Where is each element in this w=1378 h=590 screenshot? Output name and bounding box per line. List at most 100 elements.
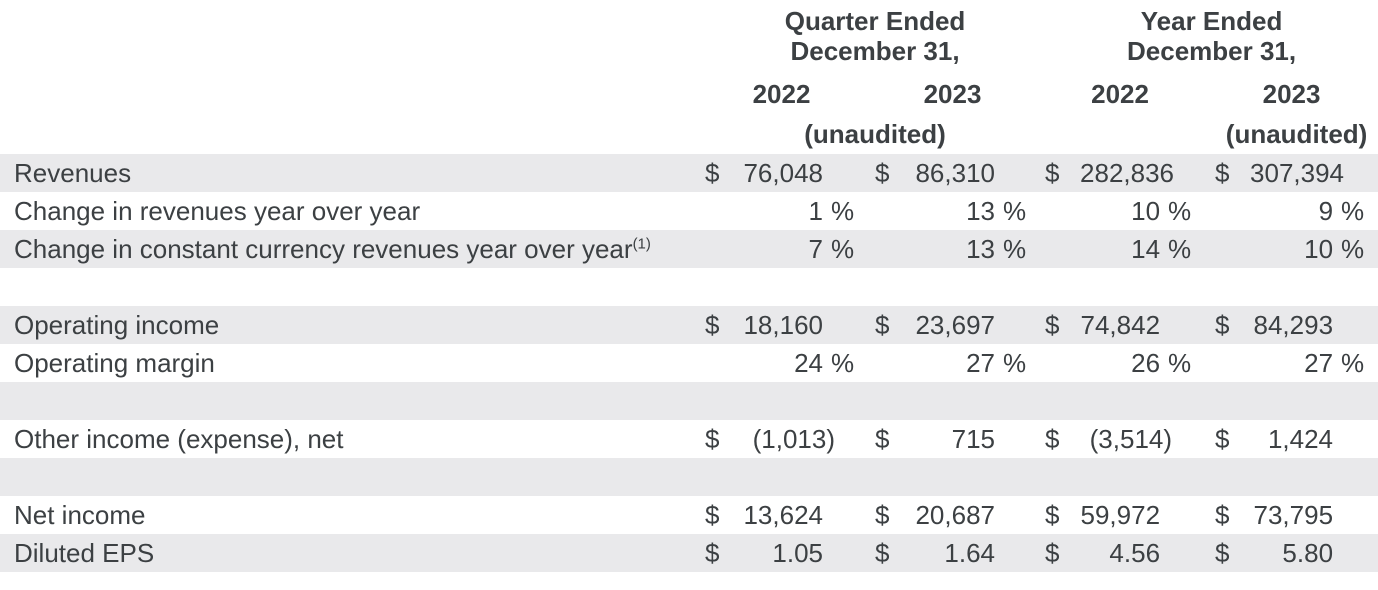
spacer-row (0, 268, 1378, 306)
year-2022-column-header: 2022 (1091, 78, 1149, 109)
currency-symbol (1045, 192, 1080, 230)
table-row: Net income $ 13,624 $ 20,687 $ 59,972 $ … (0, 496, 1378, 534)
value-cell-y2022: 10 (1131, 195, 1161, 226)
value-cell-q2023: 13 (966, 195, 995, 226)
value-cell-q2022: 1 (808, 195, 823, 226)
percent-symbol: % (831, 347, 855, 378)
value-cell-q2022: 18,160 (743, 309, 823, 340)
row-label: Revenues (14, 157, 132, 188)
value-cell-y2023: 10 (1304, 233, 1334, 264)
percent-symbol (1160, 496, 1215, 534)
unaudited-row: (unaudited) (unaudited) (0, 114, 1378, 154)
currency-symbol (1215, 268, 1250, 306)
percent-symbol (823, 154, 875, 192)
percent-symbol (1333, 268, 1378, 306)
value-cell-q2023: 86,310 (915, 157, 995, 188)
percent-symbol: % (1003, 347, 1027, 378)
currency-symbol: $ (1045, 423, 1060, 454)
value-cell-y2023 (1250, 382, 1333, 420)
row-label-cell: Other income (expense), net (0, 420, 705, 458)
percent-symbol: % (1168, 195, 1192, 226)
percent-symbol (1160, 534, 1215, 572)
value-cell-q2023: 20,687 (915, 499, 995, 530)
currency-symbol: $ (705, 537, 720, 568)
percent-symbol (995, 458, 1045, 496)
value-cell-y2022: (3,514) (1089, 423, 1173, 454)
table-row: Change in constant currency revenues yea… (0, 230, 1378, 268)
percent-symbol (823, 496, 875, 534)
percent-symbol (1333, 496, 1378, 534)
value-cell-y2022 (1080, 268, 1160, 306)
percent-symbol: % (1003, 195, 1027, 226)
percent-symbol (1160, 268, 1215, 306)
row-label-cell: Operating income (0, 306, 705, 344)
value-cell-y2022: 74,842 (1080, 309, 1161, 340)
row-label-cell (0, 268, 705, 306)
value-cell-q2022: 7 (808, 233, 823, 264)
currency-symbol (1215, 382, 1250, 420)
value-cell-y2023: 73,795 (1253, 499, 1334, 530)
currency-symbol: $ (705, 309, 720, 340)
currency-symbol: $ (875, 537, 890, 568)
value-cell-y2022: 4.56 (1109, 537, 1161, 568)
currency-symbol: $ (1215, 537, 1230, 568)
value-cell-y2023: 27 (1304, 347, 1334, 378)
currency-symbol (875, 268, 910, 306)
value-cell-y2022 (1080, 458, 1160, 496)
table-row: Operating income $ 18,160 $ 23,697 $ 74,… (0, 306, 1378, 344)
value-cell-q2023: 715 (951, 423, 995, 454)
quarter-unaudited-note: (unaudited) (804, 118, 946, 149)
currency-symbol: $ (1215, 423, 1230, 454)
percent-symbol (995, 306, 1045, 344)
value-cell-q2023: 23,697 (915, 309, 995, 340)
row-label-cell: Change in constant currency revenues yea… (0, 230, 705, 268)
currency-symbol (875, 344, 910, 382)
currency-symbol: $ (1215, 309, 1230, 340)
value-cell-q2022: 1.05 (772, 537, 823, 568)
value-cell-q2023: 1.64 (944, 537, 995, 568)
spacer-row (0, 382, 1378, 420)
percent-symbol (1333, 534, 1378, 572)
currency-symbol (1215, 230, 1250, 268)
percent-symbol: % (1341, 195, 1365, 226)
currency-symbol (875, 382, 910, 420)
row-label-cell: Diluted EPS (0, 534, 705, 572)
currency-symbol: $ (1045, 499, 1060, 530)
row-label-cell: Change in revenues year over year (0, 192, 705, 230)
currency-symbol (1045, 382, 1080, 420)
row-label-cell: Operating margin (0, 344, 705, 382)
year-ended-line1: Year Ended (1140, 6, 1283, 36)
currency-symbol: $ (705, 499, 720, 530)
quarter-2022-column-header: 2022 (752, 78, 811, 109)
value-cell-y2022: 26 (1131, 347, 1161, 378)
quarter-2023-column-header: 2023 (923, 78, 982, 109)
value-cell-y2022 (1080, 382, 1160, 420)
value-cell-q2022: 76,048 (743, 157, 823, 188)
value-cell-q2023: 27 (966, 347, 995, 378)
currency-symbol: $ (1215, 157, 1230, 188)
currency-symbol (1045, 268, 1080, 306)
currency-symbol (705, 268, 740, 306)
currency-symbol: $ (705, 157, 720, 188)
table-row: Other income (expense), net $ (1,013) $ … (0, 420, 1378, 458)
row-label: Change in revenues year over year (14, 195, 421, 226)
period-title-row: Quarter Ended December 31, Year Ended De… (0, 0, 1378, 74)
currency-symbol (705, 192, 740, 230)
year-columns-row: 2022 2023 2022 2023 (0, 74, 1378, 114)
percent-symbol: % (1168, 347, 1192, 378)
currency-symbol: $ (1215, 499, 1230, 530)
currency-symbol (1045, 230, 1080, 268)
row-label: Change in constant currency revenues yea… (14, 233, 633, 264)
row-label: Operating income (14, 309, 220, 340)
row-label: Other income (expense), net (14, 423, 344, 454)
table-row: Change in revenues year over year 1 % 13… (0, 192, 1378, 230)
value-cell-q2023 (910, 458, 995, 496)
label-column-spacer (0, 0, 705, 74)
currency-symbol (875, 192, 910, 230)
value-cell-q2022 (740, 458, 823, 496)
value-cell-q2022: 13,624 (743, 499, 823, 530)
percent-symbol (823, 306, 875, 344)
percent-symbol: % (1003, 233, 1027, 264)
value-cell-y2023 (1250, 268, 1333, 306)
year-ended-line2: December 31, (1127, 36, 1297, 66)
